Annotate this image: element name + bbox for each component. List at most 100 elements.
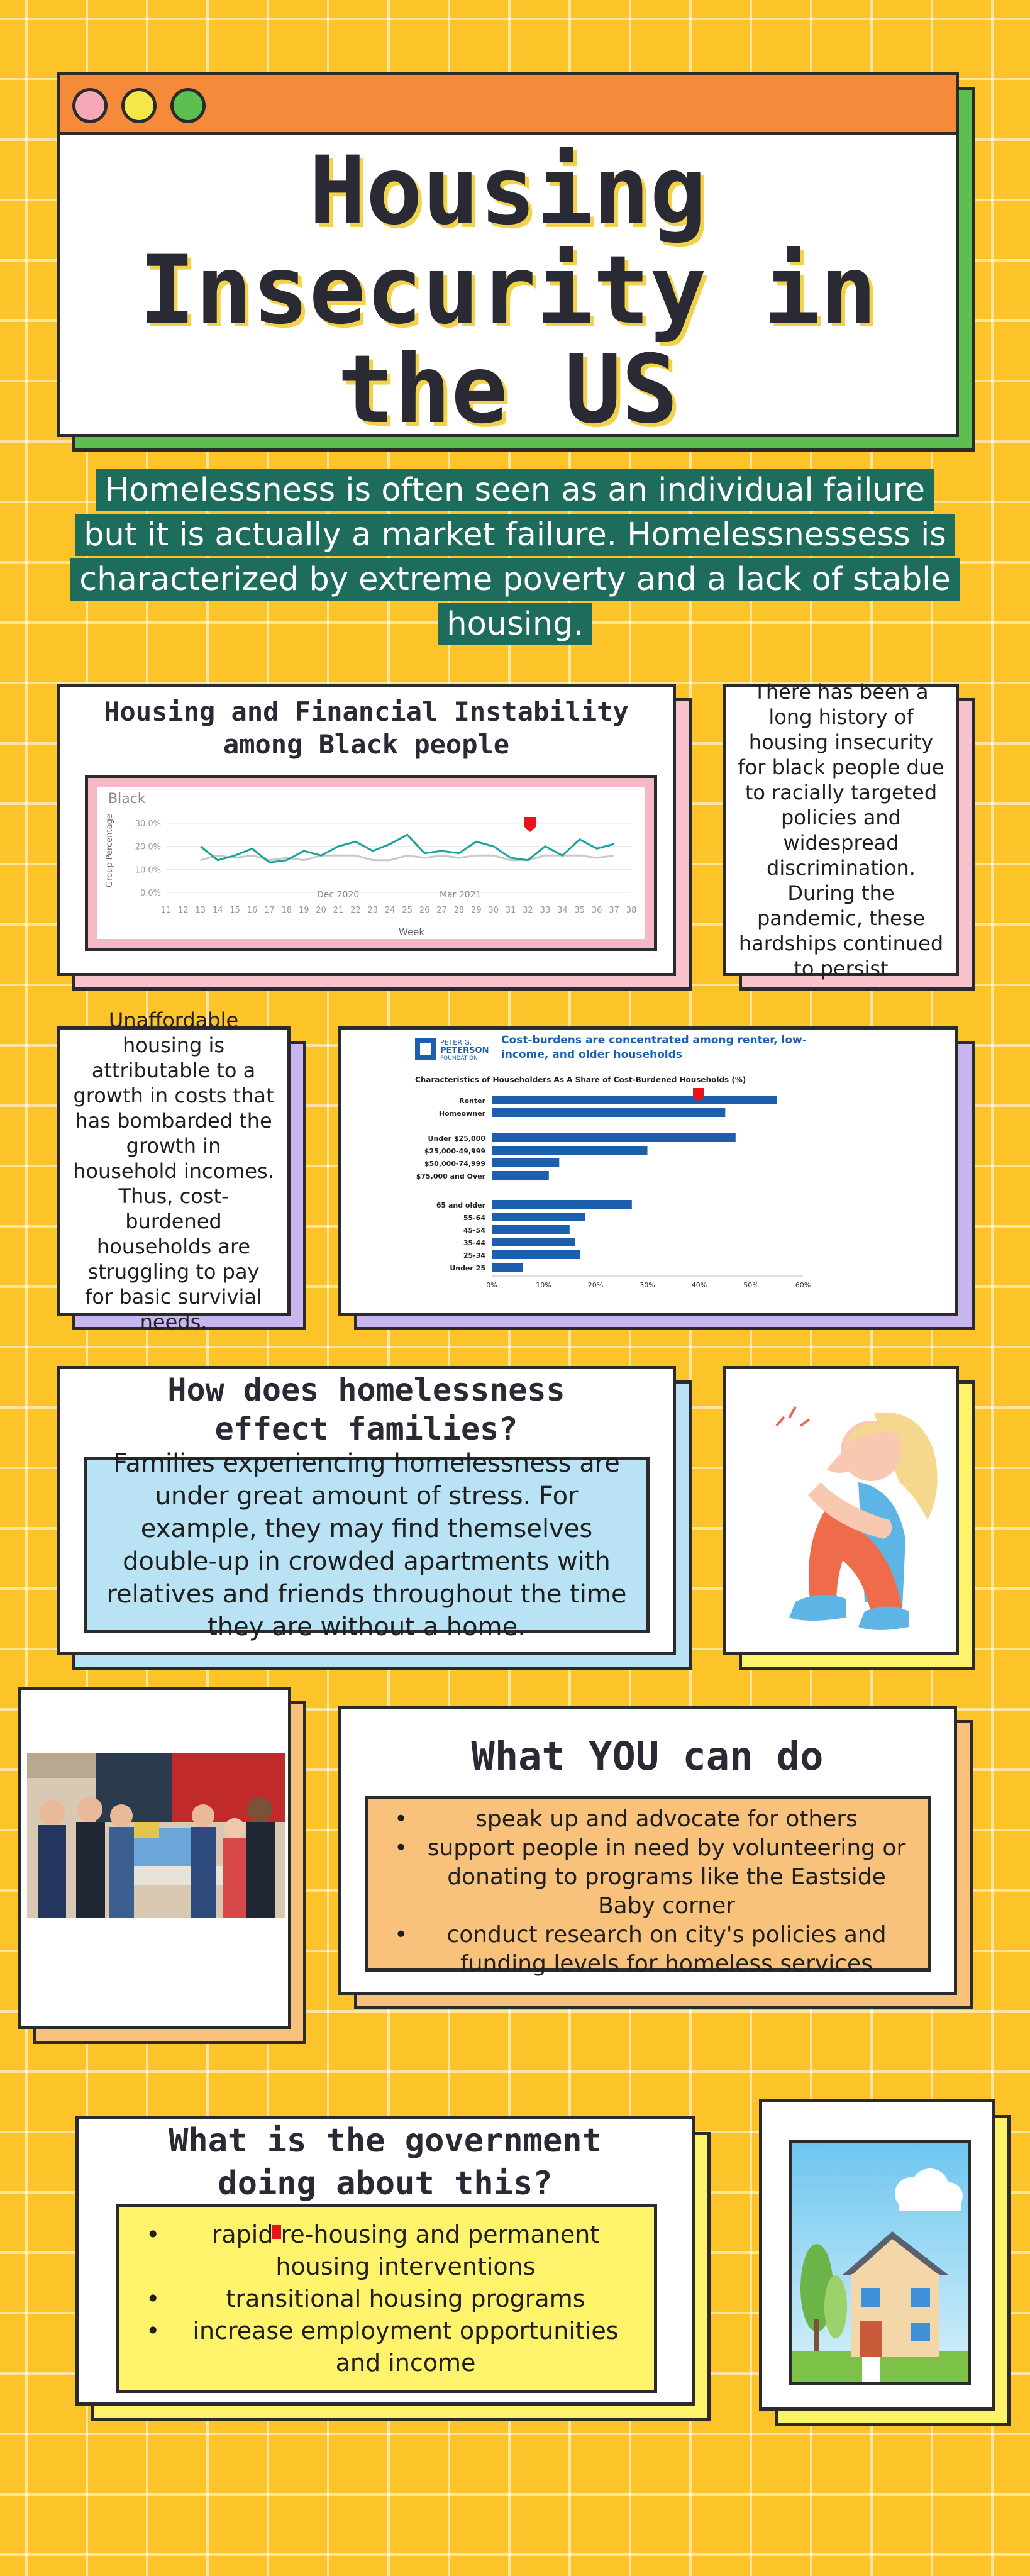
chart2-category-label: 25-34 xyxy=(463,1252,486,1260)
afford-note: Unaffordable housing is attributable to … xyxy=(73,1008,274,1334)
chart1-xtick: 29 xyxy=(471,906,482,915)
chart1-ylabel: Group Percentage xyxy=(105,814,114,887)
chart1-xtick: 18 xyxy=(282,906,292,915)
gov-item-2: transitional housing programs xyxy=(132,2283,641,2315)
gov-card: What is the government doing about this?… xyxy=(75,2116,695,2406)
youcando-item-2: support people in need by volunteering o… xyxy=(380,1834,915,1921)
chart2-bar xyxy=(492,1133,736,1142)
stressed-person-illustration xyxy=(775,1406,938,1630)
families-body-box: Families experiencing homelessness are u… xyxy=(84,1449,650,1641)
chart2-heading: Cost-burdens are concentrated among rent… xyxy=(501,1034,807,1061)
chart1-xtick: 38 xyxy=(626,906,637,915)
chart1-annotation-dec: Dec 2020 xyxy=(317,890,359,900)
stressed-card xyxy=(723,1366,959,1655)
chart1-xtick: 14 xyxy=(213,906,223,915)
chart1-ytick: 10.0% xyxy=(135,865,161,875)
chart2-xtick: 60% xyxy=(795,1281,811,1289)
window-dot-yellow xyxy=(121,88,157,123)
chart2-xtick: 30% xyxy=(640,1281,655,1289)
chart2-category-label: 65 and older xyxy=(436,1201,486,1209)
families-body: Families experiencing homelessness are u… xyxy=(106,1449,627,1641)
chart2-bar xyxy=(492,1250,580,1259)
chart1-card: Housing and Financial Instability among … xyxy=(57,684,676,976)
chart2-category-label: Homeowner xyxy=(439,1109,486,1118)
chart2-bar xyxy=(492,1146,648,1155)
title-line-3: the US xyxy=(337,335,678,445)
afford-card: Unaffordable housing is attributable to … xyxy=(57,1008,291,1334)
chart1-xtick: 27 xyxy=(436,906,447,915)
chart2-bar xyxy=(492,1171,549,1180)
title-bar xyxy=(60,75,956,135)
chart2-xtick: 10% xyxy=(536,1281,551,1289)
chart1-ytick: 20.0% xyxy=(135,843,161,852)
chart2-category-label: Under 25 xyxy=(450,1264,485,1272)
chart1-xtick: 32 xyxy=(523,906,533,915)
chart1-xtick: 37 xyxy=(609,906,619,915)
peterson-logo-sub: FOUNDATION xyxy=(440,1055,478,1062)
history-note: There has been a long history of housing… xyxy=(738,679,944,980)
window-dot-pink xyxy=(72,88,108,123)
chart2-category-label: Renter xyxy=(459,1097,485,1105)
chart1-xtick: 24 xyxy=(385,906,396,915)
chart2-xtick: 20% xyxy=(588,1281,603,1289)
chart1-xtick: 26 xyxy=(419,906,430,915)
chart1-xtick: 33 xyxy=(540,906,551,915)
chart1-annotation-mar: Mar 2021 xyxy=(440,890,482,900)
families-card: How does homelessness effect families? F… xyxy=(57,1366,676,1655)
families-heading: How does homelessness effect families? xyxy=(167,1372,565,1447)
chart1-xtick: 17 xyxy=(264,906,275,915)
history-card: There has been a long history of housing… xyxy=(723,680,959,980)
house-illustration xyxy=(792,2143,968,2382)
chart2-category-label: 35-44 xyxy=(463,1239,486,1247)
chart1-xtick: 21 xyxy=(333,906,344,915)
chart1-ytick: 0.0% xyxy=(140,889,161,898)
photo-card xyxy=(18,1687,291,2029)
peterson-logo: PETER G. PETERSON FOUNDATION xyxy=(415,1038,489,1062)
chart1-svg: Black 30.0% 20.0% 10.0% 0.0% 11 12 13 14 15 16 17… xyxy=(97,787,645,939)
cursor-marker-icon xyxy=(272,2225,281,2239)
youcando-list: speak up and advocate for others support… xyxy=(380,1805,915,1979)
title-window: Housing Insecurity in the US xyxy=(57,72,959,440)
chart2-category-label: $25,000-49,999 xyxy=(424,1147,485,1155)
chart2-bar xyxy=(492,1213,585,1221)
chart2-bar xyxy=(492,1096,777,1104)
chart1-xtick: 15 xyxy=(230,906,240,915)
house-frame xyxy=(789,2140,971,2385)
chart1-series-line xyxy=(200,854,614,862)
chart2-title: Characteristics of Householders As A Sha… xyxy=(415,1075,746,1084)
chart2-bar xyxy=(492,1263,523,1272)
gov-item-1: rapid re-housing and permanent housing i… xyxy=(132,2219,641,2283)
chart1-xtick: 16 xyxy=(247,906,258,915)
chart2-category-label: 45-54 xyxy=(463,1226,486,1235)
chart1-xtick: 23 xyxy=(368,906,379,915)
chart1-xtick: 28 xyxy=(454,906,465,915)
chart1-title: Black xyxy=(108,791,146,807)
peterson-logo-top: PETER G. xyxy=(440,1038,472,1046)
chart1-xtick: 12 xyxy=(178,906,189,915)
chart1-xtick: 20 xyxy=(316,906,326,915)
intro-banner: Homelessness is often seen as an individ… xyxy=(69,468,961,647)
chart2-bar xyxy=(492,1238,575,1246)
chart2-marker-icon xyxy=(693,1088,704,1101)
chart2-category-label: $75,000 and Over xyxy=(416,1172,486,1180)
chart2-bar xyxy=(492,1158,560,1167)
chart2-category-label: Under $25,000 xyxy=(428,1135,486,1143)
peterson-logo-main: PETERSON xyxy=(440,1046,489,1055)
house-card xyxy=(759,2099,995,2411)
chart2-category-label: $50,000-74,999 xyxy=(424,1160,485,1168)
page-title: Housing Insecurity in the US xyxy=(60,142,956,440)
chart1-series-line xyxy=(199,833,614,863)
chart1-xtick: 30 xyxy=(488,906,499,915)
gov-heading: What is the government doing about this? xyxy=(169,2122,602,2202)
youcando-list-box: speak up and advocate for others support… xyxy=(365,1796,931,1977)
chart2-category-label: 55-64 xyxy=(463,1214,486,1222)
chart1-xtick: 25 xyxy=(402,906,413,915)
chart1-xtick: 22 xyxy=(350,906,361,915)
window-dot-green xyxy=(170,88,206,123)
chart1-xlabel: Week xyxy=(399,926,424,938)
chart1-xtick: 19 xyxy=(299,906,309,915)
chart1-xtick: 31 xyxy=(506,906,516,915)
gov-list-box: rapid re-housing and permanent housing i… xyxy=(116,2204,657,2393)
chart2-svg: PETER G. PETERSON FOUNDATION Cost-burden… xyxy=(415,1034,811,1289)
chart1-xtick: 35 xyxy=(575,906,585,915)
